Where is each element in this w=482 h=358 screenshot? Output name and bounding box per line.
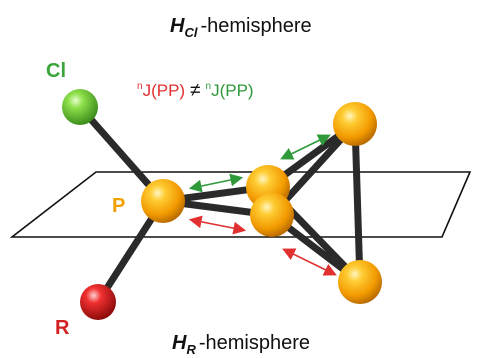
p-atom-bottom-right [338, 260, 382, 304]
cl-label: Cl [46, 60, 66, 82]
red-coupling-arrow-right [282, 248, 337, 276]
coupling-inequality: nJ(PP) ≠ nJ(PP) [137, 80, 254, 101]
cl-atom [62, 89, 98, 125]
green-coupling-arrow-left [188, 173, 244, 193]
red-coupling-arrow-left [188, 215, 247, 235]
top-hemisphere-label: HCl -hemisphere [170, 15, 312, 40]
bottom-hemisphere-label: HR -hemisphere [172, 332, 310, 357]
mirror-plane [9, 171, 472, 238]
r-label: R [55, 317, 70, 339]
green-coupling-arrow-right [280, 134, 331, 160]
r-atom [80, 284, 116, 320]
p-label: P [112, 195, 125, 217]
p-atom-left [141, 179, 185, 223]
p-atom-center-lower [250, 193, 294, 237]
p-atom-top-right [333, 102, 377, 146]
